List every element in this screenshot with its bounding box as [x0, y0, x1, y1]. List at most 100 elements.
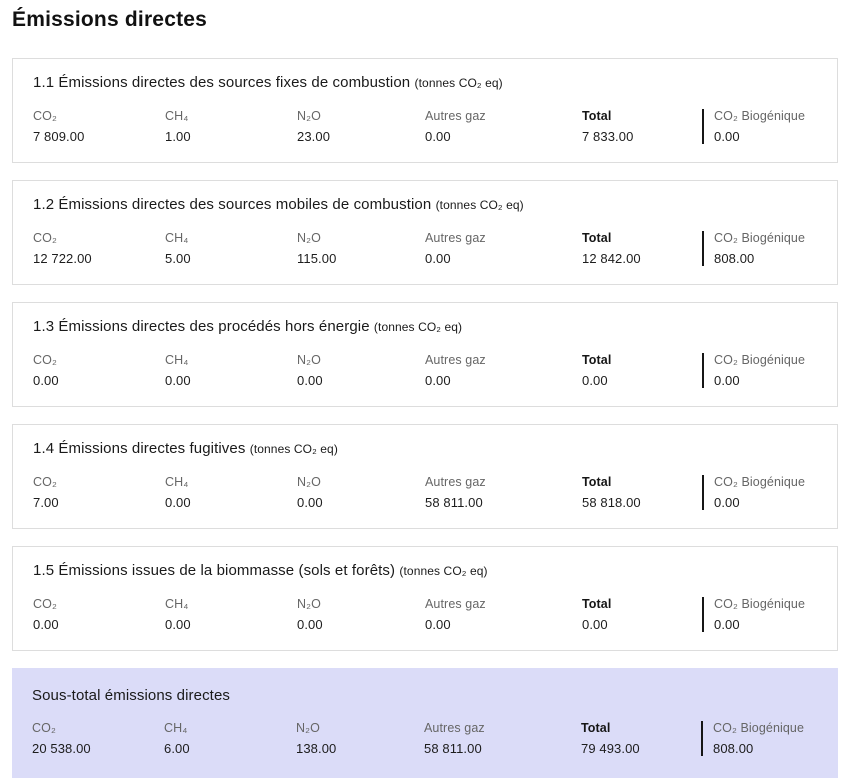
total-label: Total [581, 721, 611, 735]
values-grid: CO₂ 12 722.00 CH₄ 5.00 N₂O 115.00 Autres… [33, 231, 817, 266]
co2-value: 7.00 [33, 495, 59, 510]
column-total: Total 0.00 [582, 597, 702, 632]
column-autres-gaz: Autres gaz 58 811.00 [424, 721, 581, 756]
co2-label: CO₂ [32, 721, 56, 735]
co2-biogenique-value: 0.00 [714, 495, 740, 510]
column-ch4: CH₄ 5.00 [165, 231, 297, 266]
column-n2o: N₂O 0.00 [297, 475, 425, 510]
ch4-value: 0.00 [165, 617, 191, 632]
co2-label: CO₂ [33, 475, 57, 489]
column-co2-biogenique: CO₂ Biogénique 0.00 [702, 109, 817, 144]
co2-biogenique-label: CO₂ Biogénique [713, 721, 805, 735]
co2-biogenique-value: 808.00 [714, 251, 755, 266]
column-ch4: CH₄ 0.00 [165, 475, 297, 510]
n2o-value: 0.00 [297, 617, 323, 632]
values-grid: CO₂ 0.00 CH₄ 0.00 N₂O 0.00 Autres gaz 0.… [33, 597, 817, 632]
n2o-label: N₂O [297, 353, 321, 367]
page-title: Émissions directes [12, 8, 208, 31]
autres-gaz-label: Autres gaz [425, 231, 486, 245]
column-co2-biogenique: CO₂ Biogénique 808.00 [701, 721, 818, 756]
column-n2o: N₂O 0.00 [297, 353, 425, 388]
n2o-value: 115.00 [297, 251, 337, 266]
card-title: 1.2 Émissions directes des sources mobil… [33, 196, 817, 214]
subtotal-title: Sous-total émissions directes [32, 687, 818, 705]
column-autres-gaz: Autres gaz 58 811.00 [425, 475, 582, 510]
column-total: Total 58 818.00 [582, 475, 702, 510]
co2-value: 20 538.00 [32, 741, 91, 756]
column-co2: CO₂ 12 722.00 [33, 231, 165, 266]
co2-value: 0.00 [33, 373, 59, 388]
autres-gaz-value: 58 811.00 [424, 741, 482, 756]
total-value: 79 493.00 [581, 741, 640, 756]
co2-biogenique-label: CO₂ Biogénique [714, 353, 806, 367]
column-n2o: N₂O 23.00 [297, 109, 425, 144]
ch4-value: 0.00 [165, 373, 191, 388]
total-label: Total [582, 109, 612, 123]
total-value: 7 833.00 [582, 129, 634, 144]
total-value: 12 842.00 [582, 251, 641, 266]
ch4-value: 5.00 [165, 251, 191, 266]
total-label: Total [582, 231, 612, 245]
column-co2: CO₂ 0.00 [33, 353, 165, 388]
total-value: 58 818.00 [582, 495, 641, 510]
n2o-label: N₂O [297, 475, 321, 489]
column-co2-biogenique: CO₂ Biogénique 0.00 [702, 353, 817, 388]
ch4-label: CH₄ [165, 231, 189, 245]
column-total: Total 0.00 [582, 353, 702, 388]
card-fugitives: 1.4 Émissions directes fugitives (tonnes… [12, 424, 838, 529]
ch4-label: CH₄ [164, 721, 188, 735]
autres-gaz-value: 58 811.00 [425, 495, 483, 510]
card-title-unit: (tonnes CO₂ eq) [435, 198, 524, 212]
subtotal-title-text: Sous-total émissions directes [32, 687, 230, 704]
n2o-label: N₂O [297, 231, 321, 245]
column-total: Total 7 833.00 [582, 109, 702, 144]
values-grid: CO₂ 7.00 CH₄ 0.00 N₂O 0.00 Autres gaz 58… [33, 475, 817, 510]
card-procedes-hors-energie: 1.3 Émissions directes des procédés hors… [12, 302, 838, 407]
co2-label: CO₂ [33, 231, 57, 245]
total-value: 0.00 [582, 617, 608, 632]
card-title-unit: (tonnes CO₂ eq) [373, 320, 463, 334]
card-title-text: 1.2 Émissions directes des sources mobil… [33, 196, 432, 213]
n2o-value: 23.00 [297, 129, 331, 144]
autres-gaz-label: Autres gaz [425, 597, 486, 611]
co2-biogenique-value: 808.00 [713, 741, 754, 756]
autres-gaz-value: 0.00 [425, 617, 451, 632]
column-n2o: N₂O 138.00 [296, 721, 424, 756]
n2o-label: N₂O [297, 109, 321, 123]
n2o-value: 0.00 [297, 495, 323, 510]
co2-biogenique-label: CO₂ Biogénique [714, 109, 806, 123]
autres-gaz-label: Autres gaz [425, 353, 486, 367]
column-co2: CO₂ 7 809.00 [33, 109, 165, 144]
column-autres-gaz: Autres gaz 0.00 [425, 597, 582, 632]
card-title: 1.4 Émissions directes fugitives (tonnes… [33, 440, 817, 458]
column-co2-biogenique: CO₂ Biogénique 808.00 [702, 231, 817, 266]
ch4-value: 6.00 [164, 741, 190, 756]
co2-biogenique-label: CO₂ Biogénique [714, 231, 806, 245]
column-total: Total 12 842.00 [582, 231, 702, 266]
card-title-text: 1.1 Émissions directes des sources fixes… [33, 74, 411, 91]
column-ch4: CH₄ 1.00 [165, 109, 297, 144]
column-co2-biogenique: CO₂ Biogénique 0.00 [702, 597, 817, 632]
co2-biogenique-value: 0.00 [714, 373, 740, 388]
values-grid: CO₂ 20 538.00 CH₄ 6.00 N₂O 138.00 Autres… [32, 721, 818, 756]
column-ch4: CH₄ 0.00 [165, 353, 297, 388]
n2o-label: N₂O [297, 597, 321, 611]
co2-value: 12 722.00 [33, 251, 92, 266]
co2-value: 0.00 [33, 617, 59, 632]
card-title: 1.1 Émissions directes des sources fixes… [33, 74, 817, 92]
card-title-text: 1.3 Émissions directes des procédés hors… [33, 318, 370, 335]
card-title-unit: (tonnes CO₂ eq) [249, 442, 338, 456]
co2-biogenique-value: 0.00 [714, 129, 740, 144]
total-value: 0.00 [582, 373, 608, 388]
ch4-value: 0.00 [165, 495, 191, 510]
column-co2-biogenique: CO₂ Biogénique 0.00 [702, 475, 817, 510]
card-title: 1.3 Émissions directes des procédés hors… [33, 318, 817, 336]
ch4-label: CH₄ [165, 353, 189, 367]
column-ch4: CH₄ 0.00 [165, 597, 297, 632]
autres-gaz-label: Autres gaz [425, 109, 486, 123]
values-grid: CO₂ 7 809.00 CH₄ 1.00 N₂O 23.00 Autres g… [33, 109, 817, 144]
card-sources-fixes: 1.1 Émissions directes des sources fixes… [12, 58, 838, 163]
ch4-label: CH₄ [165, 475, 189, 489]
card-sous-total: Sous-total émissions directes CO₂ 20 538… [12, 668, 838, 778]
